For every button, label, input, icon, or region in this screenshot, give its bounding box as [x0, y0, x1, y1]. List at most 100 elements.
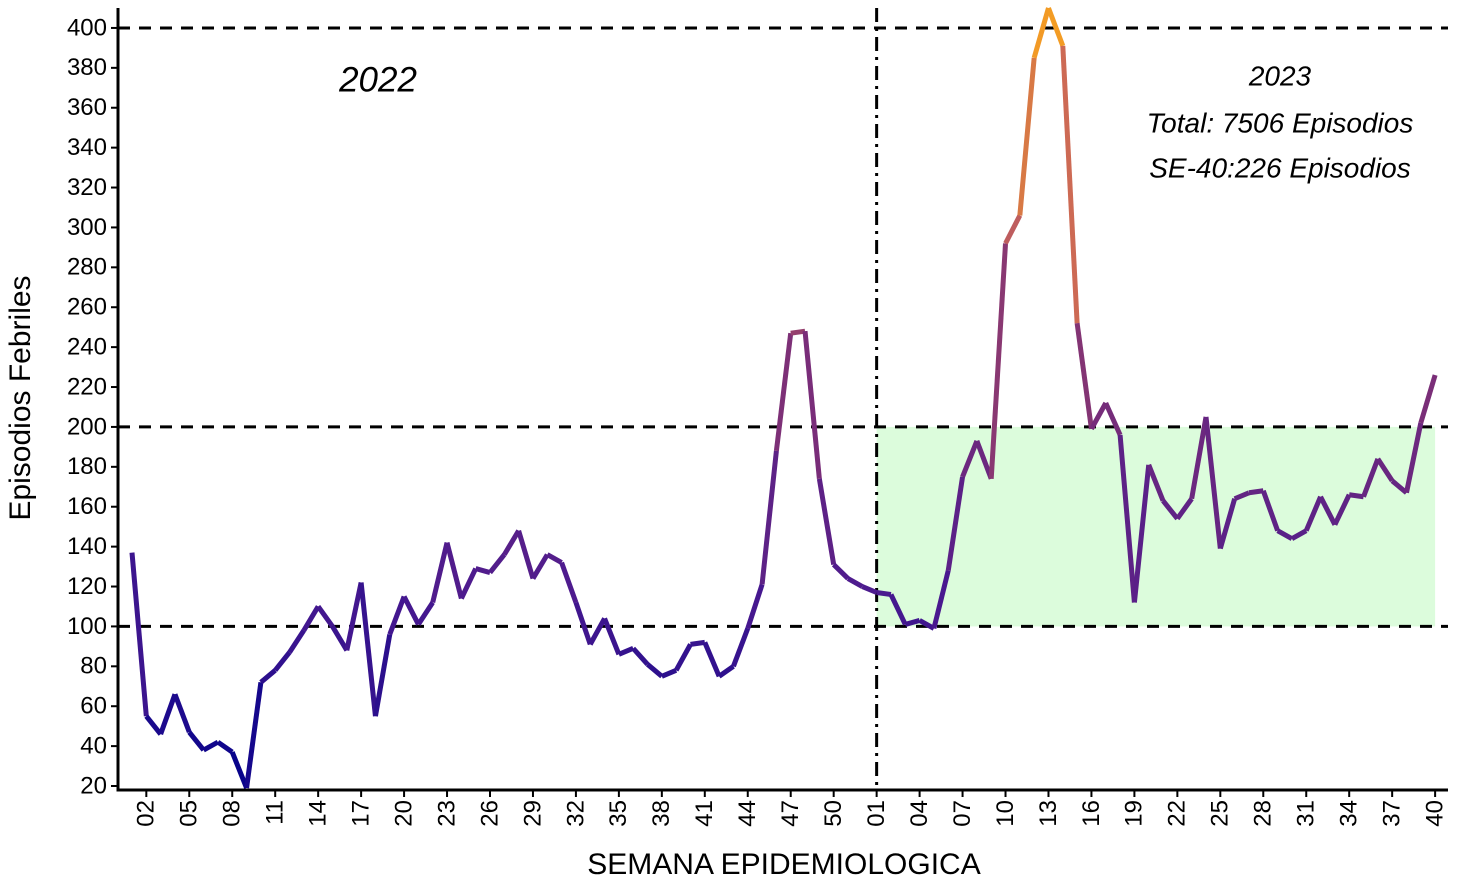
line-segment: [387, 595, 407, 636]
line-segment: [1074, 322, 1094, 430]
line-segment: [1404, 422, 1424, 494]
line-segment: [1003, 214, 1023, 245]
x-tick-label: 05: [176, 800, 203, 827]
line-segment: [488, 553, 507, 575]
y-tick-label: 100: [67, 613, 107, 640]
line-segment: [158, 693, 178, 735]
y-axis-title: Episodios Febriles: [4, 275, 37, 520]
line-segment: [1089, 401, 1108, 431]
line-segment: [1046, 7, 1066, 47]
line-segment: [617, 646, 635, 657]
y-tick-label: 220: [67, 373, 107, 400]
line-segment: [1203, 416, 1223, 549]
annotation: 2023: [1248, 60, 1312, 91]
x-tick-label: 19: [1121, 800, 1148, 827]
y-tick-label: 260: [67, 294, 107, 321]
x-tick-label: 11: [262, 800, 289, 825]
line-segment: [974, 440, 994, 480]
annotation: 2022: [338, 60, 417, 99]
line-segment: [1361, 457, 1381, 498]
annotation: Total: 7506 Episodios: [1147, 107, 1414, 138]
line-segment: [1390, 478, 1409, 495]
line-segment: [530, 553, 550, 580]
x-tick-label: 02: [133, 800, 160, 827]
line-segment: [344, 582, 364, 651]
y-tick-label: 160: [67, 493, 107, 520]
line-segment: [1217, 498, 1238, 550]
line-segment: [988, 243, 1009, 479]
line-segment: [960, 439, 980, 478]
x-tick-label: 40: [1421, 800, 1448, 827]
line-segment: [1375, 457, 1395, 483]
y-tick-label: 80: [80, 653, 107, 680]
line-segment: [816, 478, 837, 565]
line-segment: [1348, 492, 1364, 500]
y-tick-label: 20: [80, 772, 107, 799]
x-tick-label: 13: [1035, 800, 1062, 827]
line-segment: [773, 332, 794, 452]
line-segment: [1290, 528, 1308, 541]
x-tick-label: 23: [433, 800, 460, 827]
line-segment: [202, 739, 220, 753]
y-tick-label: 180: [67, 453, 107, 480]
line-segment: [861, 584, 878, 595]
line-segment: [888, 593, 908, 626]
line-segment: [1418, 374, 1438, 424]
line-segment: [216, 740, 234, 755]
line-segment: [129, 552, 149, 717]
x-tick-label: 32: [562, 800, 589, 827]
line-segment: [372, 633, 393, 717]
line-segment: [690, 639, 706, 647]
x-tick-label: 34: [1336, 800, 1363, 827]
line-segment: [273, 650, 292, 672]
annotation: SE-40:226 Episodios: [1149, 152, 1411, 183]
line-segment: [1131, 464, 1152, 603]
line-segment: [660, 667, 678, 679]
line-segment: [144, 714, 163, 736]
line-segment: [1175, 497, 1194, 521]
y-tick-label: 380: [67, 54, 107, 81]
line-segment: [1276, 528, 1294, 541]
x-tick-label: 22: [1164, 800, 1191, 827]
line-segment: [1303, 495, 1323, 532]
line-segment: [1260, 489, 1280, 532]
y-tick-label: 320: [67, 174, 107, 201]
x-tick-label: 17: [347, 800, 374, 827]
line-segment: [1060, 45, 1080, 324]
line-segment: [1248, 488, 1264, 496]
line-segment: [459, 567, 478, 600]
line-segment: [931, 569, 951, 630]
line-segment: [516, 529, 536, 580]
y-tick-label: 360: [67, 94, 107, 121]
y-tick-label: 60: [80, 693, 107, 720]
line-segment: [1031, 7, 1051, 59]
y-tick-label: 140: [67, 533, 107, 560]
line-segment: [631, 646, 650, 666]
x-tick-label: 10: [992, 800, 1019, 827]
y-tick-label: 300: [67, 214, 107, 241]
x-tick-label: 16: [1078, 800, 1105, 827]
line-segment: [759, 450, 779, 585]
line-segment: [831, 562, 850, 581]
x-tick-label: 29: [519, 800, 546, 827]
line-segment: [229, 751, 249, 789]
x-tick-label: 08: [219, 800, 246, 827]
x-tick-label: 26: [476, 800, 503, 827]
line-segment: [1103, 401, 1123, 436]
x-tick-label: 41: [691, 800, 718, 827]
line-segment: [1146, 463, 1166, 502]
y-tick-label: 400: [67, 14, 107, 41]
x-tick-label: 14: [305, 800, 332, 827]
x-tick-label: 37: [1379, 800, 1406, 827]
line-segment: [259, 668, 277, 685]
line-segment: [546, 552, 563, 565]
line-segment: [1161, 499, 1180, 521]
y-tick-label: 340: [67, 134, 107, 161]
x-tick-label: 07: [949, 800, 976, 827]
x-tick-label: 28: [1250, 800, 1277, 827]
line-segment: [401, 595, 421, 626]
x-tick-label: 47: [777, 800, 804, 827]
x-tick-label: 04: [906, 800, 933, 827]
line-segment: [1332, 493, 1352, 526]
line-segment: [904, 618, 921, 627]
